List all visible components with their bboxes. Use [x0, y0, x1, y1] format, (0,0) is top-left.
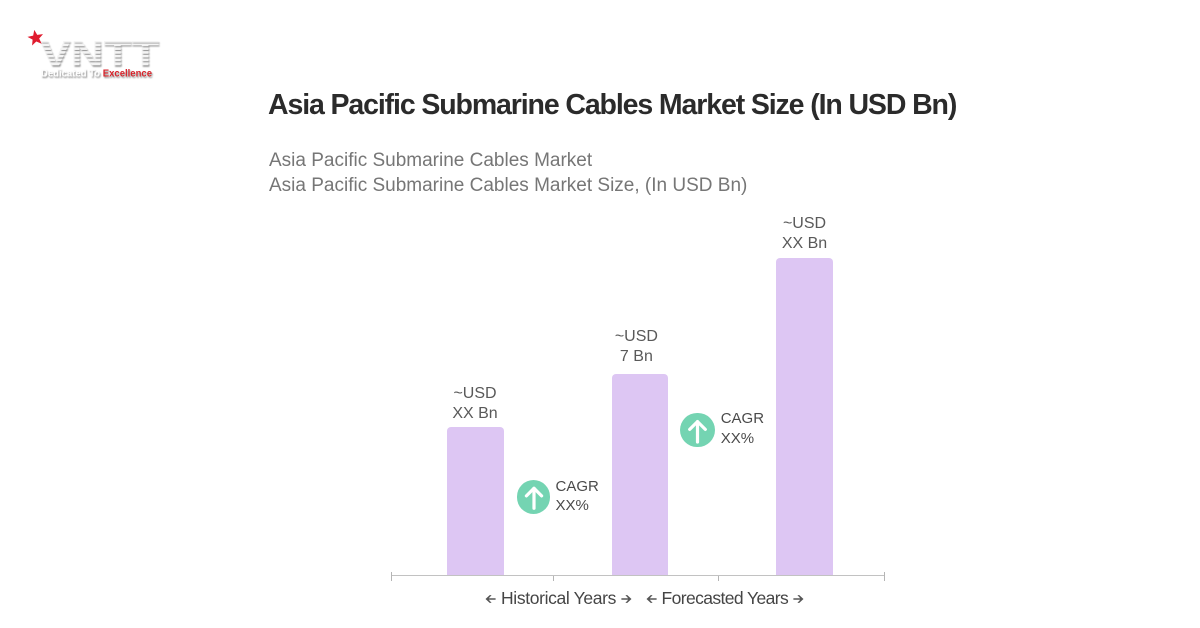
svg-text:VNTT: VNTT — [40, 33, 159, 74]
svg-text:Dedicated To Excellence: Dedicated To Excellence — [41, 68, 152, 80]
